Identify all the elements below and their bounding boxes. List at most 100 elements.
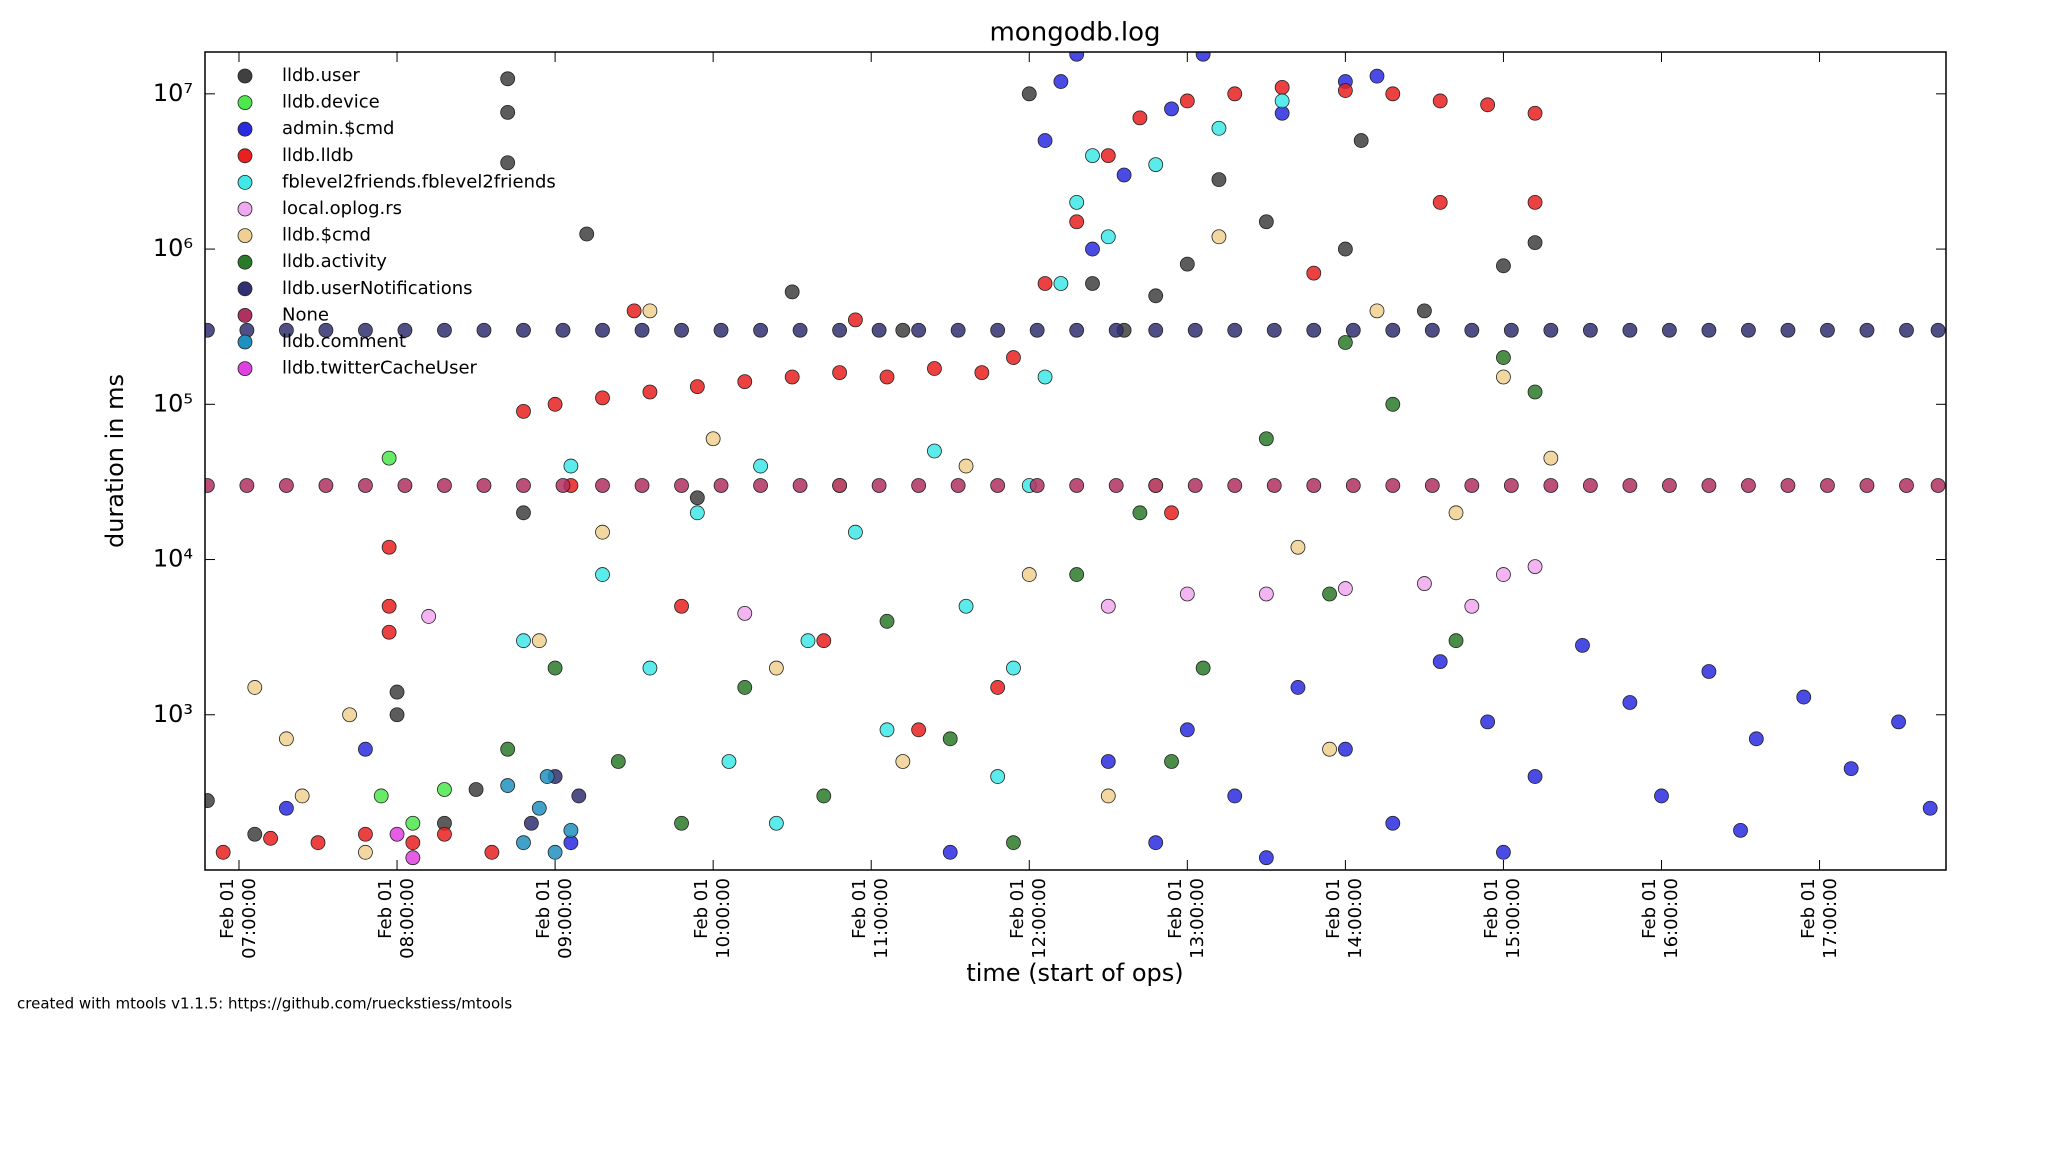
point (642, 303, 658, 319)
point (1266, 322, 1282, 338)
point (1575, 637, 1590, 653)
point (816, 633, 832, 649)
point (476, 322, 492, 338)
point (674, 815, 689, 831)
point (516, 404, 531, 419)
point (784, 284, 800, 300)
point (1322, 741, 1337, 757)
point (1069, 567, 1085, 582)
point (674, 598, 689, 614)
point (381, 450, 397, 466)
point (1211, 172, 1227, 188)
point (421, 609, 437, 624)
point (1337, 241, 1353, 257)
point (595, 478, 610, 493)
point (1385, 396, 1401, 412)
point (1195, 52, 1211, 62)
point (539, 769, 555, 784)
point (1527, 194, 1543, 210)
point (547, 396, 563, 412)
point (579, 226, 595, 242)
y-tick-label: 10³ (153, 700, 193, 728)
point (911, 478, 927, 493)
point (1337, 83, 1353, 98)
legend-label: fblevel2friends.fblevel2friends (282, 171, 556, 192)
point (1733, 822, 1748, 838)
point (1432, 93, 1448, 109)
point (1432, 194, 1448, 210)
point (990, 478, 1006, 493)
point (1148, 835, 1164, 851)
point (1496, 369, 1511, 385)
point (879, 613, 895, 629)
legend-label: lldb.userNotifications (282, 278, 473, 299)
point (1432, 654, 1448, 670)
point (1337, 581, 1353, 596)
point (1503, 322, 1519, 338)
point (674, 322, 689, 338)
point (358, 322, 373, 338)
point (816, 788, 832, 804)
x-tick-label: Feb 01 17:00:00 (1797, 878, 1841, 959)
legend-marker (237, 95, 253, 110)
point (942, 844, 958, 860)
point (389, 826, 405, 842)
point (476, 478, 492, 493)
point (1385, 815, 1401, 831)
point (531, 633, 547, 649)
point (381, 598, 397, 614)
point (358, 826, 373, 842)
point (784, 369, 800, 385)
legend-label: lldb.lldb (282, 145, 353, 166)
point (389, 684, 405, 700)
point (1527, 384, 1543, 400)
point (1132, 505, 1148, 521)
point (1891, 714, 1906, 730)
point (1258, 586, 1274, 602)
plot-frame (204, 51, 1947, 871)
point (1266, 478, 1282, 493)
point (1085, 241, 1100, 257)
point (942, 731, 958, 747)
point (389, 707, 405, 723)
point (1148, 288, 1164, 304)
point (397, 322, 413, 338)
point (1345, 478, 1361, 493)
point (848, 524, 863, 540)
point (547, 660, 563, 676)
legend-label: admin.$cmd (282, 118, 394, 139)
point (1496, 350, 1511, 365)
point (1369, 303, 1385, 319)
point (318, 478, 334, 493)
point (768, 660, 784, 676)
point (358, 741, 373, 757)
point (895, 322, 911, 338)
point (1037, 369, 1053, 385)
point (737, 374, 753, 390)
point (1021, 567, 1037, 582)
point (990, 680, 1006, 695)
point (1164, 754, 1179, 769)
point (555, 478, 571, 493)
point (1100, 229, 1116, 245)
point (516, 478, 531, 493)
point (1085, 276, 1100, 291)
point (1448, 505, 1464, 521)
point (1527, 559, 1543, 575)
point (1930, 322, 1946, 338)
chart-title: mongodb.log (989, 18, 1160, 48)
point (879, 369, 895, 385)
x-tick-label: Feb 01 12:00:00 (1007, 878, 1051, 959)
point (1385, 478, 1401, 493)
point (927, 361, 942, 376)
point (1148, 478, 1164, 493)
point (484, 844, 500, 860)
point (310, 835, 326, 851)
point (1108, 322, 1124, 338)
point (1859, 478, 1875, 493)
point (1085, 148, 1100, 164)
point (1385, 322, 1401, 338)
point (626, 303, 642, 319)
point (1353, 133, 1369, 148)
